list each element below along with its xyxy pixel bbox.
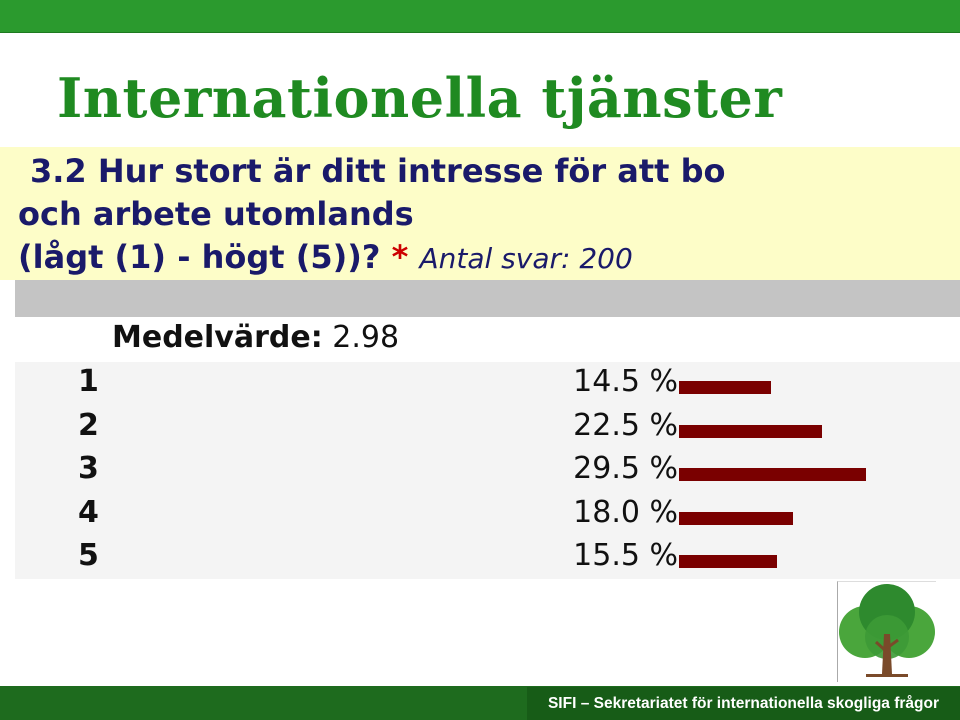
bar (679, 555, 778, 568)
value-label: 29.5 % (573, 451, 678, 486)
bar (679, 468, 867, 481)
question-line-3: (lågt (1) - högt (5))? (18, 238, 381, 276)
question-text: 3.2 Hur stort är ditt intresse för att b… (18, 150, 948, 280)
bar (679, 511, 794, 525)
bar (679, 381, 772, 394)
top-banner (0, 0, 960, 33)
tree-logo-icon (839, 584, 935, 677)
value-label: 18.0 % (573, 494, 678, 530)
divider-bar (15, 280, 960, 317)
value-label: 22.5 % (573, 407, 678, 443)
question-line-1: 3.2 Hur stort är ditt intresse för att b… (30, 152, 726, 190)
category-label: 2 (78, 407, 99, 443)
mean-row: Medelvärde: 2.98 (112, 320, 399, 355)
category-label: 4 (78, 494, 99, 530)
mean-value: 2.98 (332, 320, 400, 355)
mean-label: Medelvärde: (112, 320, 323, 355)
category-label: 5 (78, 538, 99, 573)
category-label: 3 (78, 451, 99, 486)
question-box (0, 147, 960, 280)
question-line-3-wrap: (lågt (1) - högt (5))? * Antal svar: 200 (18, 236, 948, 280)
footer-text: SIFI – Sekretariatet för internationella… (527, 687, 960, 720)
answer-count: Antal svar: 200 (419, 242, 633, 275)
bar (679, 424, 822, 438)
sifi-logo (837, 581, 936, 682)
question-line-2: och arbete utomlands (18, 195, 414, 233)
category-label: 1 (78, 364, 99, 399)
value-label: 14.5 % (573, 364, 678, 399)
value-label: 15.5 % (573, 538, 678, 573)
required-asterisk: * (391, 238, 409, 276)
page-title: Internationella tjänster (57, 66, 783, 130)
